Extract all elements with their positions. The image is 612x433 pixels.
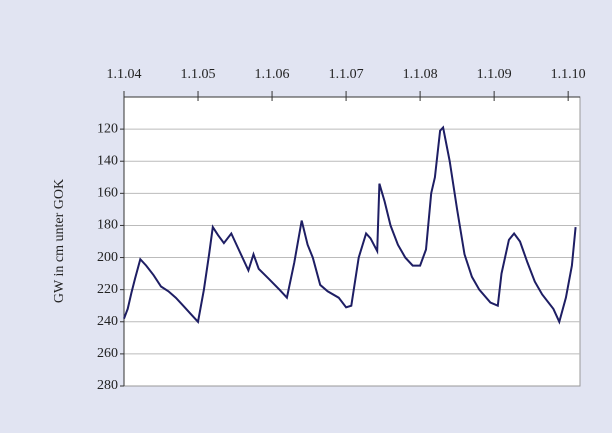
y-tick-label: 120	[97, 121, 118, 136]
plot-area	[123, 96, 581, 387]
y-tick-label: 200	[97, 250, 118, 265]
x-tick-label: 1.1.06	[255, 67, 290, 82]
x-tick-label: 1.1.04	[107, 67, 142, 82]
y-tick-label: 180	[97, 218, 118, 233]
x-tick-label: 1.1.07	[329, 67, 364, 82]
y-tick-label: 140	[97, 153, 118, 168]
y-tick-label: 240	[97, 314, 118, 329]
y-tick-label: 260	[97, 346, 118, 361]
y-tick-label: 220	[97, 282, 118, 297]
x-tick-label: 1.1.10	[551, 67, 586, 82]
y-axis-label: GW in cm unter GOK	[52, 179, 67, 303]
data-line	[123, 125, 577, 325]
x-tick-label: 1.1.09	[477, 67, 512, 82]
x-tick-label: 1.1.05	[181, 67, 216, 82]
y-tick-label: 280	[97, 378, 118, 393]
y-tick-label: 160	[97, 186, 118, 201]
x-tick-label: 1.1.08	[403, 67, 438, 82]
